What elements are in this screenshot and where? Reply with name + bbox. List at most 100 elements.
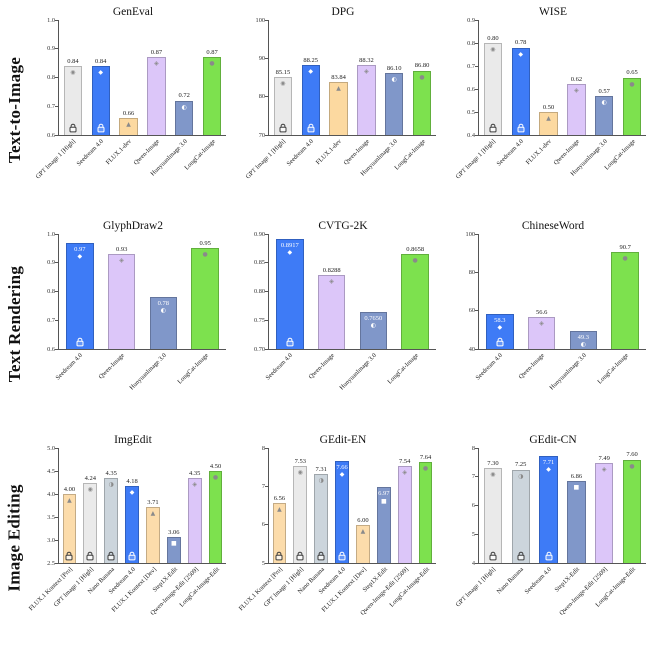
y-tick-mark <box>265 233 269 235</box>
row-label-text-rendering: Text Rendering <box>2 217 28 431</box>
chart-title: DPG <box>331 6 355 18</box>
bar: ◈ <box>107 254 136 349</box>
bar-slot: 0.97 ◆ <box>59 234 101 349</box>
qwen-logo-icon: ◈ <box>601 465 607 473</box>
bar: 0.7650 ◐ <box>359 311 388 349</box>
bar-value-label: 0.8658 <box>406 245 425 253</box>
bar-value-label: 0.87 <box>150 49 163 57</box>
y-tick-label: 0.5 <box>467 108 475 116</box>
bar-value-label: 4.24 <box>84 474 96 482</box>
bar-slot: 86.10 ◐ <box>380 20 408 135</box>
bar: ● <box>622 77 642 135</box>
openai-logo-icon: ◉ <box>87 485 93 493</box>
bar-slot: 7.53 ◉ <box>290 448 311 563</box>
y-tick-mark <box>265 291 269 292</box>
bar-slot: 0.65 ● <box>618 20 646 135</box>
chart-title: ImgEdit <box>114 434 152 446</box>
bar-value-label: 6.56 <box>273 495 286 503</box>
bar-slot: 4.00 ▲ <box>59 448 80 563</box>
bar: ● <box>191 248 219 349</box>
flux-logo-icon: ▲ <box>546 115 551 122</box>
y-tick-label: 0.6 <box>47 131 55 139</box>
bar-value-label: 4.50 <box>209 462 222 470</box>
bar-slot: 0.87 ◈ <box>142 20 170 135</box>
y-tick-label: 0.9 <box>47 259 55 267</box>
y-tick-label: 0.85 <box>253 259 265 267</box>
y-tick-mark <box>475 447 479 449</box>
bars-group: 0.8917 ◆ 0.8288 ◈ 0.7650 ◐ 0.8658 ● <box>269 234 436 349</box>
qwen-logo-icon: ◈ <box>539 320 544 328</box>
bar-value-label: 83.84 <box>331 73 346 81</box>
bar-value-label: 86.10 <box>386 65 402 73</box>
openai-logo-icon: ◉ <box>490 471 496 479</box>
bar-value-label: 0.8917 <box>280 241 299 249</box>
bar-value-label: 88.25 <box>303 56 319 64</box>
bar-slot: 0.84 ◉ <box>59 20 87 135</box>
lock-icon <box>307 123 315 133</box>
bar-slot: 0.57 ◐ <box>590 20 618 135</box>
x-axis-labels: Seedream 4.0 Qwen-Image HunyuanImage 3.0 Lo… <box>54 350 226 422</box>
bar-value-label: 56.6 <box>535 309 548 317</box>
x-axis-labels: Seedream 4.0 Qwen-Image HunyuanImage 3.0 Lo… <box>474 350 646 422</box>
y-tick-mark <box>475 19 479 21</box>
bar-slot: 0.8658 ● <box>394 234 436 349</box>
y-tick-mark <box>475 111 479 113</box>
chart-geneval: GenEval 1.0 0.9 0.8 0.7 0.6 0.84 ◉ 0.84 ◆ 0.66 ▲ 0.… <box>28 3 238 217</box>
lock-icon <box>517 123 525 133</box>
x-axis-labels: GPT Image 1 [High] Seedream 4.0 FLUX.1-dev… <box>455 136 646 208</box>
y-tick-mark <box>265 134 269 136</box>
qwen-logo-icon: ◈ <box>329 277 334 285</box>
bar-value-label: 90.7 <box>619 243 631 251</box>
y-tick-mark <box>265 96 269 98</box>
bar-slot: 56.6 ◈ <box>521 234 563 349</box>
bars-group: 0.97 ◆ 0.93 ◈ 0.78 ◐ 0.95 ● <box>59 234 226 349</box>
bar-value-label: 49.3 <box>577 334 590 342</box>
bar-slot: 7.49 ◈ <box>590 448 618 563</box>
longcat-logo-icon: ● <box>419 73 425 81</box>
y-tick-label: 7 <box>261 482 265 490</box>
chart-wise: WISE 0.9 0.8 0.7 0.6 0.5 0.4 0.80 ◉ 0.78 ◆ 0.50 ▲ 0.… <box>448 3 658 217</box>
bar: ▲ <box>62 494 77 563</box>
bar-value-label: 0.84 <box>95 57 107 65</box>
bar-slot: 7.30 ◉ <box>479 448 507 563</box>
bar-slot: 0.78 ◆ <box>507 20 535 135</box>
bar-value-label: 7.64 <box>419 453 432 461</box>
y-tick-label: 80 <box>468 268 475 276</box>
bar: ◆ <box>301 65 320 135</box>
bar: ◈ <box>527 317 556 349</box>
bar-value-label: 0.7650 <box>364 314 383 322</box>
bar-slot: 85.15 ◉ <box>269 20 297 135</box>
bar-value-label: 0.80 <box>487 34 499 42</box>
bar-value-label: 7.71 <box>542 459 555 467</box>
y-tick-label: 3.0 <box>47 536 55 544</box>
bar-value-label: 7.25 <box>515 461 527 469</box>
bar: 6.97 ■ <box>376 487 391 563</box>
x-tick-label: HunyuanImage 3.0 <box>338 352 378 392</box>
chart-chineseword: ChineseWord 100 80 60 40 58.3 ◆ 56.6 ◈ 49.3 ◐ 90.7… <box>448 217 658 431</box>
y-tick-label: 4.0 <box>47 490 55 498</box>
bar-slot: 6.00 ▲ <box>353 448 374 563</box>
y-tick-label: 0.7 <box>467 62 475 70</box>
lock-icon <box>275 551 283 561</box>
y-tick-mark <box>55 134 59 136</box>
bar-slot: 6.86 ■ <box>562 448 590 563</box>
plot-area: 0.9 0.8 0.7 0.6 0.5 0.4 0.80 ◉ 0.78 ◆ 0.50 ▲ 0.62 ◈ 0.… <box>467 17 646 139</box>
seedream-logo-icon: ◆ <box>497 324 503 332</box>
bar: ◉ <box>83 482 98 563</box>
y-tick-mark <box>475 505 479 506</box>
bar-slot: 4.35 ◈ <box>184 448 205 563</box>
plot-area: 1.0 0.9 0.8 0.7 0.6 0.97 ◆ 0.93 ◈ 0.78 ◐ 0.95 ● <box>47 231 226 353</box>
chart-title: WISE <box>538 6 568 18</box>
bar-value-label: 85.15 <box>275 68 291 76</box>
flux-logo-icon: ▲ <box>150 510 156 518</box>
y-tick-label: 90 <box>258 54 265 62</box>
y-tick-mark <box>55 539 59 541</box>
qwen-logo-icon: ◈ <box>119 257 124 265</box>
y-tick-mark <box>55 105 59 107</box>
bar: ● <box>418 461 433 563</box>
bar-value-label: 3.06 <box>168 529 180 537</box>
bar-slot: 0.62 ◈ <box>562 20 590 135</box>
x-axis-labels: FLUX.1 Kontext [Pro] GPT Image 1 [High] Na… <box>27 564 226 636</box>
y-tick-label: 0.6 <box>467 85 475 93</box>
